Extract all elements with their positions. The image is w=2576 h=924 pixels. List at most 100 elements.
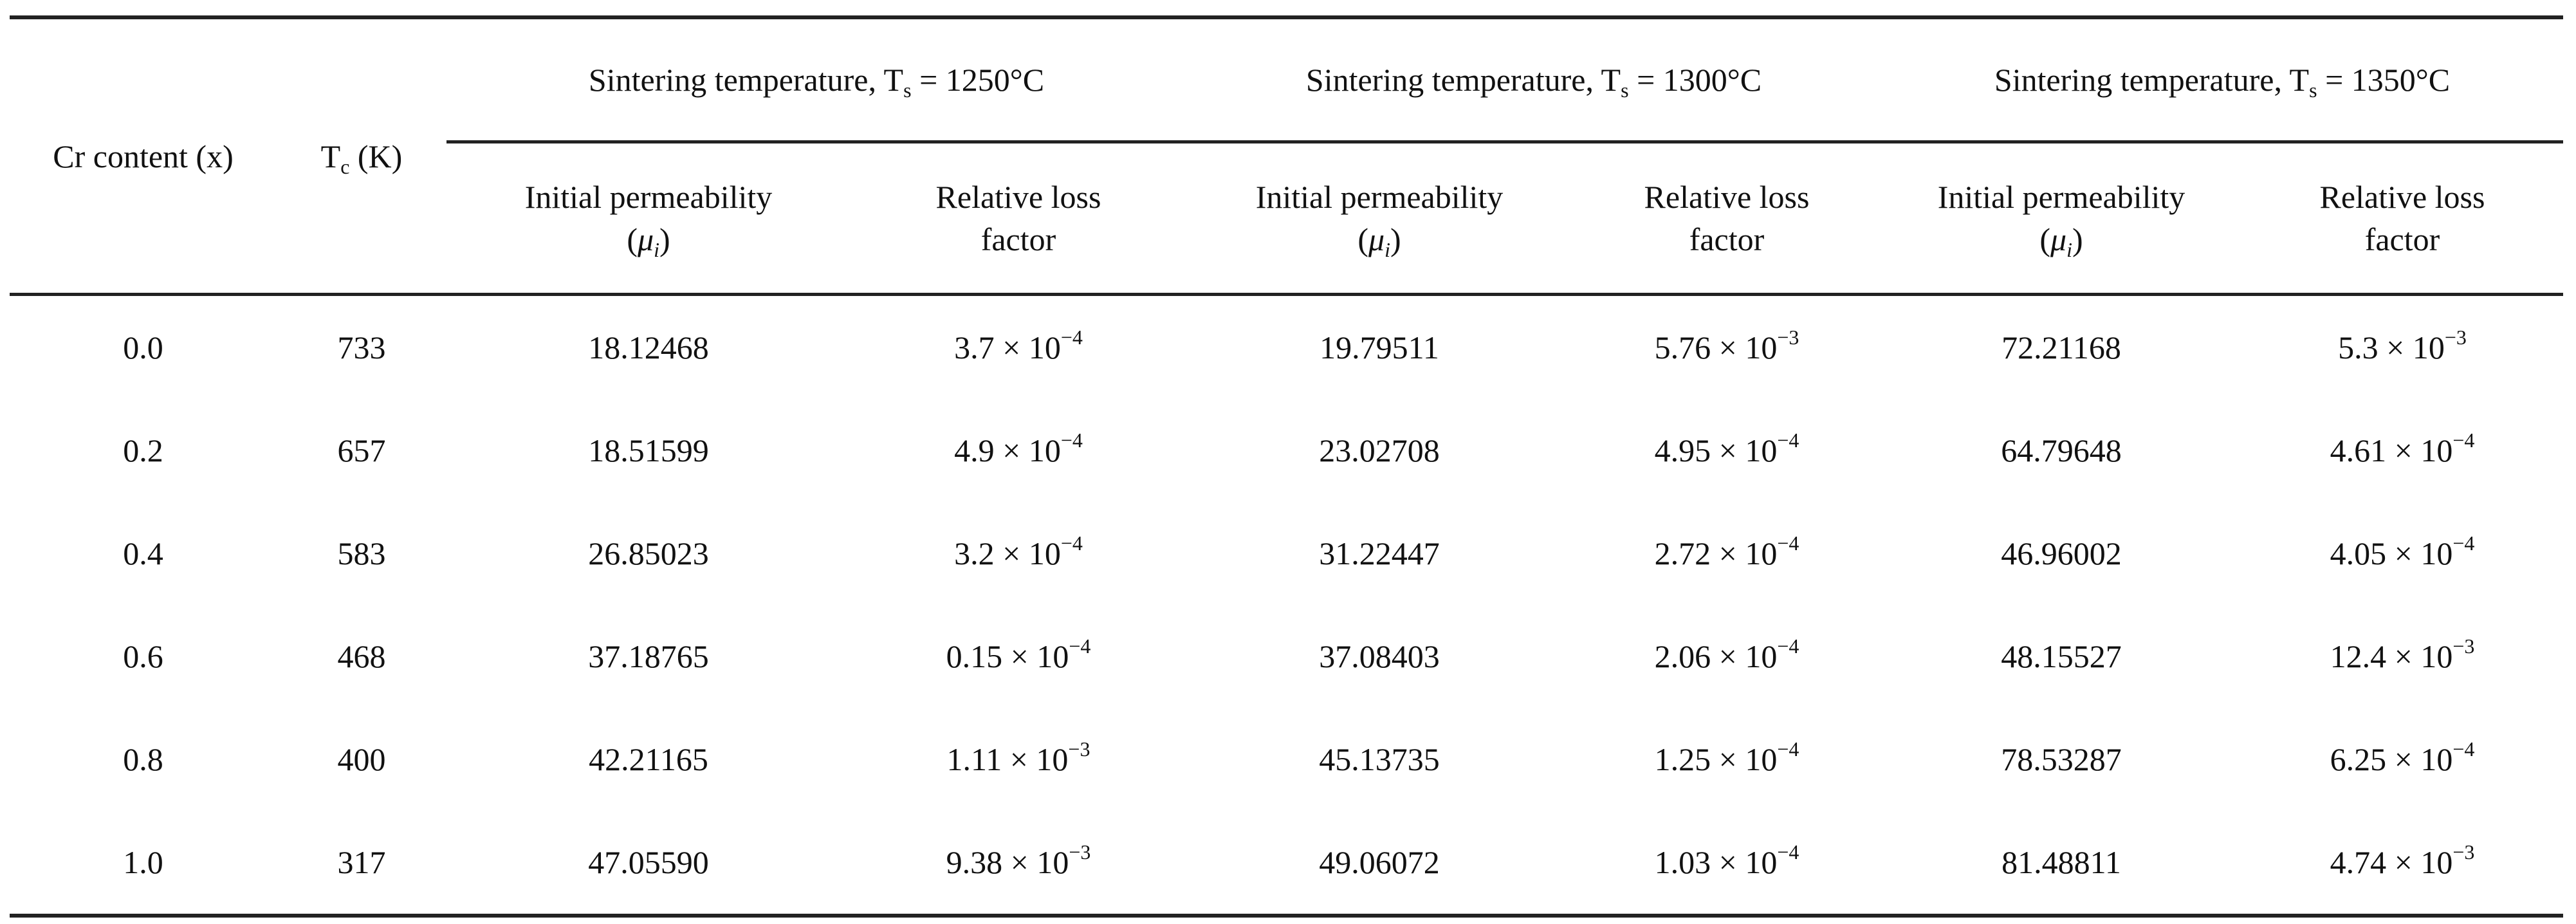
- cell-initial-permeability: 37.08403: [1319, 638, 1440, 674]
- loss-exponent: −3: [2452, 634, 2475, 658]
- cell-initial-permeability: 72.21168: [2001, 329, 2121, 365]
- cell-curie-temperature: 583: [337, 535, 386, 571]
- perm-label: Initial permeability: [1937, 179, 2185, 215]
- table-row: 0.4 583 26.85023 3.2 × 10−4 31.22447 2.72 × 1…: [10, 502, 2563, 605]
- perm-label: Initial permeability: [1255, 179, 1504, 215]
- group-label-suffix: = 1350°C: [2317, 62, 2451, 98]
- loss-exponent: −4: [1069, 634, 1091, 658]
- group-label-prefix: Sintering temperature, T: [1994, 62, 2310, 98]
- cell-cr-content: 0.8: [123, 741, 163, 777]
- cell-initial-permeability: 19.79511: [1320, 329, 1439, 365]
- table-row: 1.0 317 47.05590 9.38 × 10−3 49.06072 1.03 × …: [10, 811, 2563, 916]
- header-group-sintering-temperature: Sintering temperature, Ts = 1350°C: [1881, 17, 2563, 143]
- table-row: 0.0 733 18.12468 3.7 × 10−4 19.79511 5.76 × 1…: [10, 295, 2563, 400]
- loss-mantissa: 4.9 × 10: [954, 432, 1061, 468]
- perm-mu-symbol: μ: [2050, 221, 2067, 257]
- group-label-prefix: Sintering temperature, T: [588, 62, 904, 98]
- loss-exponent: −4: [1060, 326, 1083, 349]
- header-relative-loss-factor: Relative loss factor: [1572, 142, 1881, 295]
- perm-mu-subscript: i: [1385, 238, 1390, 261]
- loss-exponent: −3: [2452, 840, 2475, 864]
- loss-exponent: −4: [1777, 634, 1799, 658]
- perm-label: Initial permeability: [524, 179, 773, 215]
- cell-initial-permeability: 49.06072: [1319, 844, 1440, 880]
- loss-mantissa: 5.76 × 10: [1654, 329, 1778, 365]
- cell-initial-permeability: 64.79648: [2001, 432, 2122, 468]
- group-label-suffix: = 1300°C: [1628, 62, 1762, 98]
- loss-mantissa: 6.25 × 10: [2330, 741, 2453, 777]
- loss-mantissa: 1.03 × 10: [1654, 844, 1778, 880]
- loss-mantissa: 4.74 × 10: [2330, 844, 2453, 880]
- loss-mantissa: 3.2 × 10: [954, 535, 1061, 571]
- loss-mantissa: 4.05 × 10: [2330, 535, 2453, 571]
- cell-relative-loss-factor: 4.9 × 10−4: [851, 399, 1186, 502]
- loss-exponent: −4: [1777, 429, 1799, 452]
- data-table: Cr content (x) Tc (K) Sintering temperat…: [10, 15, 2563, 918]
- perm-open-paren: (: [627, 221, 638, 257]
- table-row: 0.2 657 18.51599 4.9 × 10−4 23.02708 4.95 × 1…: [10, 399, 2563, 502]
- perm-close-paren: ): [2072, 221, 2083, 257]
- cell-relative-loss-factor: 5.76 × 10−3: [1572, 295, 1881, 400]
- loss-mantissa: 3.7 × 10: [954, 329, 1061, 365]
- perm-mu-subscript: i: [654, 238, 659, 261]
- cell-cr-content: 0.6: [123, 638, 163, 674]
- group-label-suffix: = 1250°C: [911, 62, 1045, 98]
- loss-mantissa: 12.4 × 10: [2330, 638, 2453, 674]
- cell-cr-content: 0.0: [123, 329, 163, 365]
- cell-initial-permeability: 23.02708: [1319, 432, 1440, 468]
- cell-initial-permeability: 48.15527: [2001, 638, 2122, 674]
- cell-curie-temperature: 317: [337, 844, 386, 880]
- header-curie-temperature: Tc (K): [277, 17, 446, 295]
- loss-mantissa: 0.15 × 10: [946, 638, 1069, 674]
- cell-relative-loss-factor: 12.4 × 10−3: [2241, 605, 2563, 708]
- loss-label-line2: factor: [2364, 221, 2440, 257]
- cell-initial-permeability: 45.13735: [1319, 741, 1440, 777]
- cell-cr-content: 0.2: [123, 432, 163, 468]
- loss-mantissa: 4.95 × 10: [1654, 432, 1778, 468]
- group-label-subscript: s: [1621, 79, 1629, 102]
- cell-relative-loss-factor: 3.7 × 10−4: [851, 295, 1186, 400]
- loss-label-line1: Relative loss: [935, 179, 1101, 215]
- cell-relative-loss-factor: 4.05 × 10−4: [2241, 502, 2563, 605]
- cell-initial-permeability: 31.22447: [1319, 535, 1440, 571]
- loss-exponent: −3: [1069, 840, 1091, 864]
- loss-mantissa: 4.61 × 10: [2330, 432, 2453, 468]
- cell-initial-permeability: 81.48811: [2001, 844, 2121, 880]
- cell-relative-loss-factor: 4.95 × 10−4: [1572, 399, 1881, 502]
- cell-relative-loss-factor: 4.74 × 10−3: [2241, 811, 2563, 916]
- group-label-prefix: Sintering temperature, T: [1305, 62, 1621, 98]
- loss-exponent: −3: [2444, 326, 2467, 349]
- header-initial-permeability: Initial permeability (μi): [446, 142, 851, 295]
- header-tc-unit: (K): [349, 138, 403, 174]
- loss-exponent: −3: [1068, 737, 1090, 761]
- cell-cr-content: 0.4: [123, 535, 163, 571]
- header-initial-permeability: Initial permeability (μi): [1186, 142, 1572, 295]
- cell-relative-loss-factor: 2.06 × 10−4: [1572, 605, 1881, 708]
- perm-close-paren: ): [659, 221, 670, 257]
- header-tc-subscript: c: [340, 154, 350, 178]
- group-label-subscript: s: [2309, 79, 2317, 102]
- perm-mu-subscript: i: [2066, 238, 2072, 261]
- loss-mantissa: 1.25 × 10: [1654, 741, 1778, 777]
- table-row: 0.6 468 37.18765 0.15 × 10−4 37.08403 2.06 × …: [10, 605, 2563, 708]
- loss-label-line1: Relative loss: [1644, 179, 1810, 215]
- perm-mu-symbol: μ: [638, 221, 654, 257]
- loss-label-line1: Relative loss: [2319, 179, 2485, 215]
- loss-mantissa: 9.38 × 10: [946, 844, 1069, 880]
- cell-initial-permeability: 26.85023: [588, 535, 709, 571]
- loss-exponent: −4: [1777, 737, 1799, 761]
- group-label-subscript: s: [903, 79, 912, 102]
- cell-relative-loss-factor: 5.3 × 10−3: [2241, 295, 2563, 400]
- table-header: Cr content (x) Tc (K) Sintering temperat…: [10, 17, 2563, 295]
- cell-initial-permeability: 37.18765: [588, 638, 709, 674]
- cell-curie-temperature: 468: [337, 638, 386, 674]
- cell-curie-temperature: 733: [337, 329, 386, 365]
- perm-close-paren: ): [1390, 221, 1401, 257]
- loss-exponent: −4: [2452, 429, 2475, 452]
- cell-initial-permeability: 18.12468: [588, 329, 709, 365]
- loss-exponent: −4: [2452, 531, 2475, 555]
- loss-exponent: −4: [1060, 531, 1083, 555]
- cell-relative-loss-factor: 6.25 × 10−4: [2241, 708, 2563, 811]
- loss-exponent: −4: [1777, 531, 1799, 555]
- cell-relative-loss-factor: 4.61 × 10−4: [2241, 399, 2563, 502]
